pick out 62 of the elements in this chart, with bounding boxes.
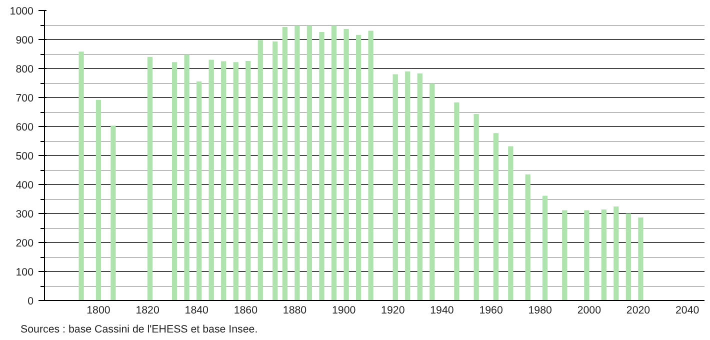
y-tick-label: 200 xyxy=(16,238,34,250)
y-tick-label: 800 xyxy=(16,64,34,76)
x-tick-label: 2040 xyxy=(675,304,700,316)
bar xyxy=(319,32,324,300)
bar xyxy=(233,62,238,300)
bar xyxy=(474,114,479,300)
y-tick-label: 400 xyxy=(16,180,34,192)
bar xyxy=(542,196,548,300)
x-tick-label: 1820 xyxy=(136,304,160,316)
bar xyxy=(272,42,278,300)
source-note: Sources : base Cassini de l'EHESS et base Insee. xyxy=(20,324,258,336)
x-tick-label: 1920 xyxy=(381,304,405,316)
x-tick-label: 1960 xyxy=(479,304,503,316)
bar xyxy=(493,133,499,300)
y-tick-label: 300 xyxy=(16,208,34,220)
bar xyxy=(221,61,226,300)
x-tick-label: 1800 xyxy=(86,304,110,316)
x-tick-label: 1900 xyxy=(332,304,356,316)
x-tick-label: 2000 xyxy=(577,304,602,316)
y-tick-label: 700 xyxy=(16,92,34,104)
bar xyxy=(78,52,84,300)
bar xyxy=(584,210,590,300)
y-tick-label: 600 xyxy=(16,122,34,134)
bar xyxy=(430,84,435,300)
y-tick-label: 100 xyxy=(16,266,34,278)
x-tick-label: 2020 xyxy=(626,304,650,316)
bar xyxy=(454,102,460,300)
bar xyxy=(368,30,374,300)
bar xyxy=(258,40,263,300)
x-tick-label: 1980 xyxy=(528,304,552,316)
bar xyxy=(601,209,606,300)
bar xyxy=(172,62,178,300)
bar xyxy=(392,74,398,300)
bar xyxy=(208,60,214,300)
bar xyxy=(294,26,300,300)
bar xyxy=(356,34,362,300)
bar xyxy=(196,82,202,300)
bar xyxy=(246,60,251,300)
bar xyxy=(331,26,337,300)
bar xyxy=(306,26,312,300)
x-tick-label: 1940 xyxy=(430,304,454,316)
bar xyxy=(626,214,632,300)
bar xyxy=(282,27,288,300)
bar xyxy=(147,56,153,300)
x-tick-label: 1860 xyxy=(234,304,258,316)
bar xyxy=(638,218,644,300)
bar xyxy=(184,54,190,300)
x-tick-label: 1880 xyxy=(282,304,307,316)
bar xyxy=(525,174,530,300)
x-tick-label: 1840 xyxy=(184,304,209,316)
bar xyxy=(508,146,514,300)
bar xyxy=(344,29,349,300)
y-tick-label: 0 xyxy=(28,296,34,308)
y-tick-label: 1000 xyxy=(10,6,34,18)
bar xyxy=(417,73,422,300)
bar xyxy=(96,100,102,300)
bar xyxy=(562,210,568,300)
bar xyxy=(110,126,116,300)
y-tick-label: 900 xyxy=(16,34,34,46)
y-tick-label: 500 xyxy=(16,150,34,162)
bar xyxy=(614,206,619,300)
bar xyxy=(405,71,410,300)
